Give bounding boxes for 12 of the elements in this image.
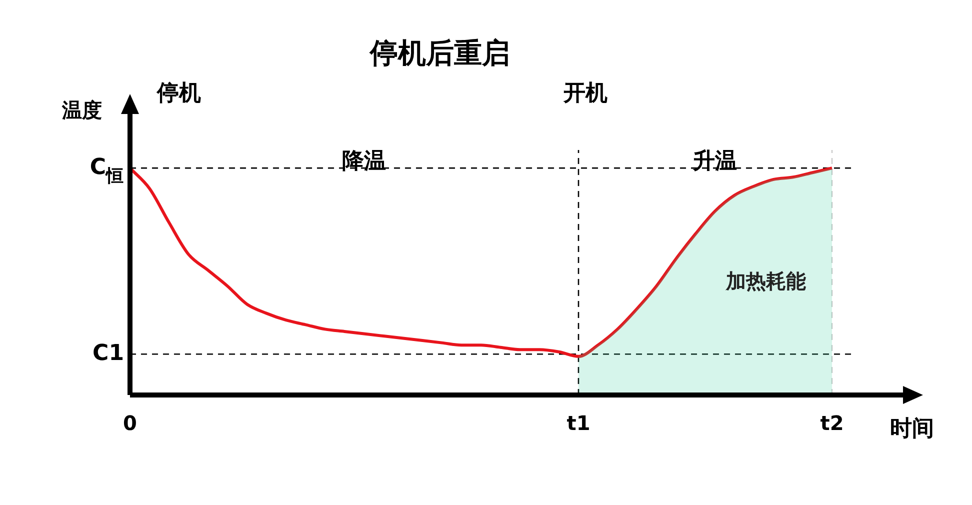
text: 停机 bbox=[156, 81, 202, 106]
y-axis-title: 温度 bbox=[61, 98, 102, 122]
ref-line-label: C1 bbox=[92, 340, 124, 366]
chart-title: 停机后重启 bbox=[369, 36, 510, 70]
series-label: 加热耗能 bbox=[725, 269, 806, 294]
annotation: 降温 bbox=[342, 148, 386, 174]
x-tick-label: 0 bbox=[123, 411, 137, 436]
text: 开机 bbox=[562, 81, 608, 106]
x-axis-title: 时间 bbox=[890, 416, 934, 442]
annotation: 升温 bbox=[692, 148, 737, 174]
x-tick-label: t1 bbox=[566, 411, 590, 436]
x-tick-label: t2 bbox=[820, 411, 844, 436]
